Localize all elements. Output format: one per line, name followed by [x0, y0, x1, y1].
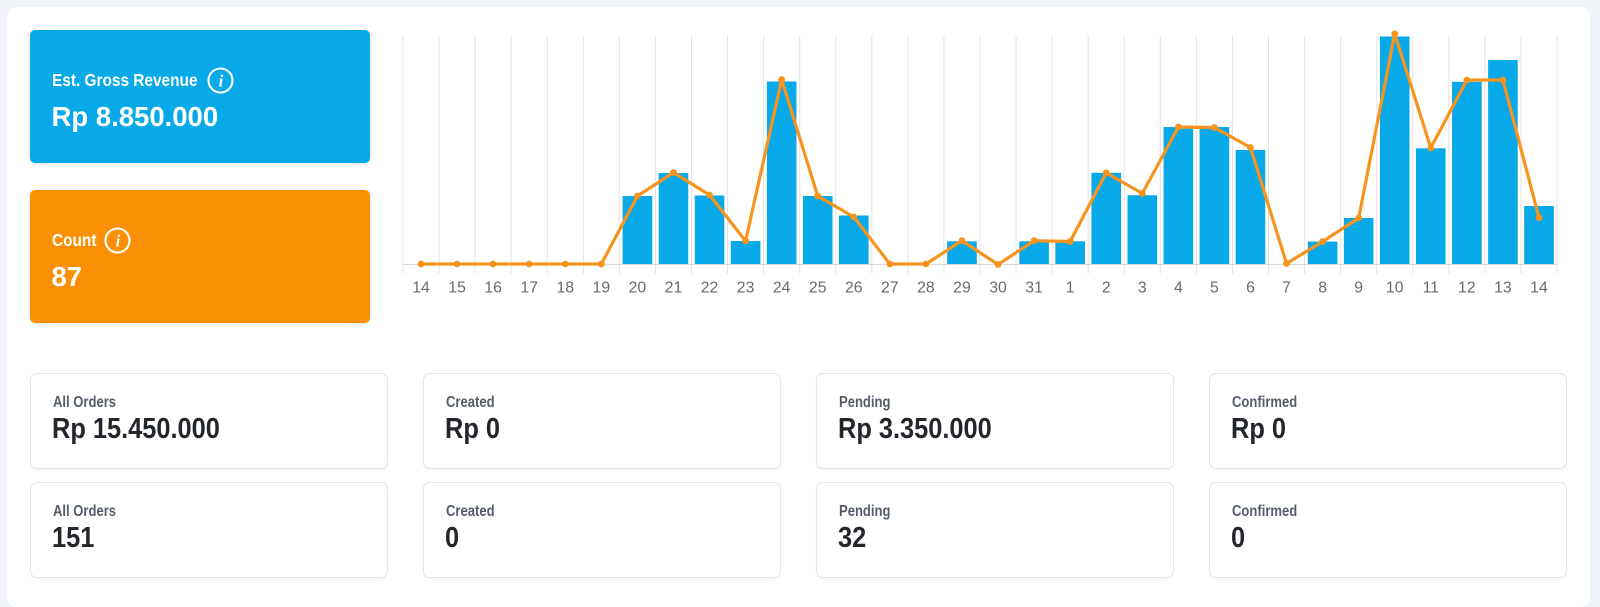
svg-text:29: 29 [953, 280, 971, 297]
svg-text:14: 14 [412, 280, 430, 297]
svg-text:23: 23 [737, 280, 755, 297]
svg-text:18: 18 [556, 280, 574, 297]
svg-text:30: 30 [989, 280, 1007, 297]
svg-text:2: 2 [1102, 280, 1111, 297]
svg-text:6: 6 [1246, 280, 1255, 297]
svg-text:16: 16 [484, 280, 502, 297]
svg-text:12: 12 [1458, 280, 1476, 297]
svg-text:13: 13 [1494, 280, 1512, 297]
svg-text:1: 1 [1066, 280, 1075, 297]
svg-text:i: i [218, 72, 223, 91]
svg-text:5: 5 [1210, 280, 1219, 297]
svg-text:9: 9 [1354, 280, 1363, 297]
svg-text:10: 10 [1386, 280, 1404, 297]
svg-text:15: 15 [448, 280, 466, 297]
svg-text:i: i [115, 232, 120, 251]
svg-text:22: 22 [701, 280, 719, 297]
svg-text:17: 17 [520, 280, 538, 297]
svg-text:11: 11 [1423, 280, 1440, 297]
svg-text:7: 7 [1282, 280, 1291, 297]
svg-text:24: 24 [773, 280, 791, 297]
svg-text:3: 3 [1138, 280, 1147, 297]
svg-text:8: 8 [1318, 280, 1327, 297]
svg-text:19: 19 [593, 280, 611, 297]
svg-text:27: 27 [881, 280, 899, 297]
svg-text:28: 28 [917, 280, 935, 297]
svg-text:21: 21 [665, 280, 683, 297]
svg-text:14: 14 [1530, 280, 1548, 297]
svg-text:20: 20 [629, 280, 647, 297]
svg-text:25: 25 [809, 280, 827, 297]
svg-text:4: 4 [1174, 280, 1183, 297]
svg-text:31: 31 [1025, 280, 1043, 297]
svg-text:26: 26 [845, 280, 863, 297]
